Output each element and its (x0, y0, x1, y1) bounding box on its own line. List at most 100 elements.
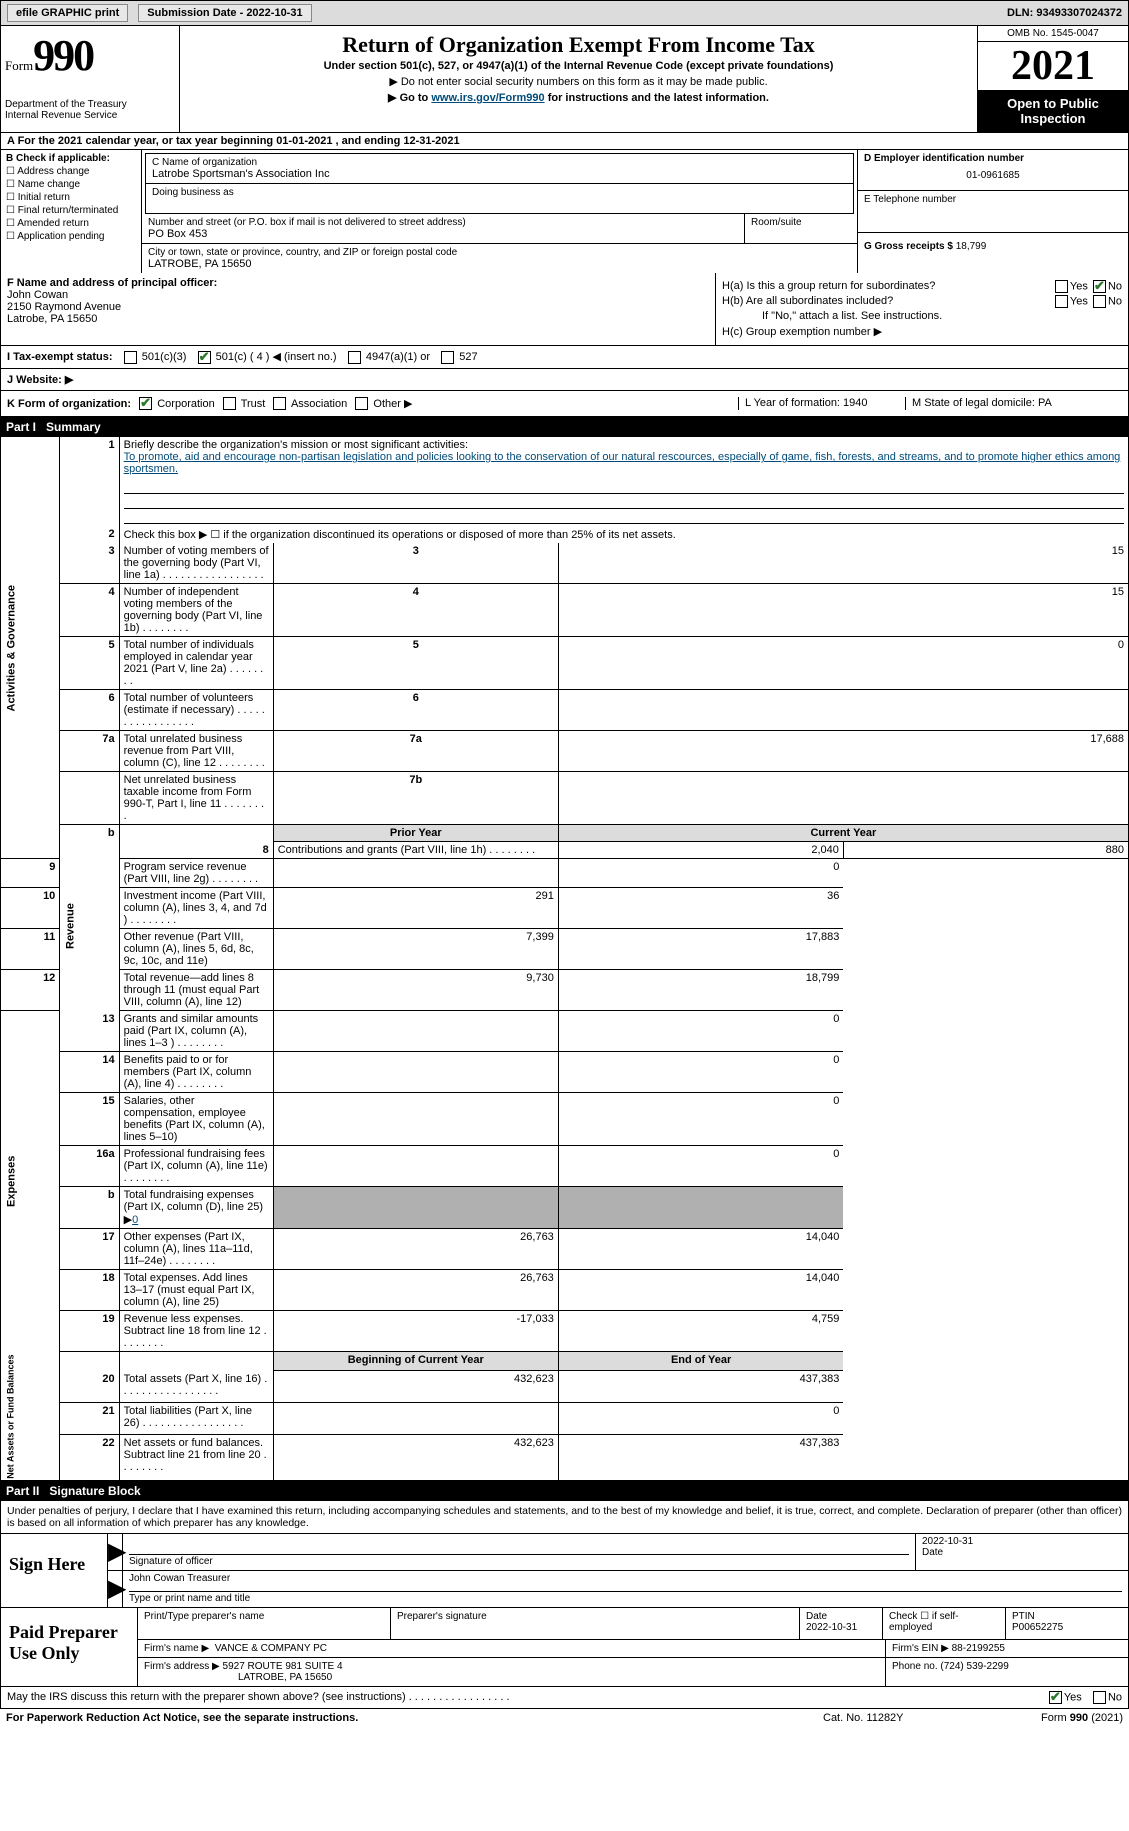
form-number: 990 (33, 31, 93, 80)
line-10-curr: 36 (558, 888, 843, 929)
form-header: Form990 Department of the Treasury Inter… (0, 26, 1129, 133)
chk-application-pending[interactable]: ☐ Application pending (6, 231, 136, 242)
line-8-prior: 2,040 (558, 842, 843, 859)
end-year-hdr: End of Year (558, 1352, 843, 1371)
line-19-desc: Revenue less expenses. Subtract line 18 … (119, 1311, 273, 1352)
ha-no-checkbox[interactable] (1093, 280, 1106, 293)
title-cell: Return of Organization Exempt From Incom… (180, 26, 978, 132)
line-7a-desc: Total unrelated business revenue from Pa… (119, 731, 273, 772)
line-16a-curr: 0 (558, 1146, 843, 1187)
line-9-curr: 0 (558, 859, 843, 888)
submission-date-button[interactable]: Submission Date - 2022-10-31 (138, 4, 311, 22)
form-footer-label: Form 990 (2021) (973, 1712, 1123, 1724)
line-12-prior: 9,730 (273, 970, 558, 1011)
chk-501c3[interactable] (124, 351, 137, 364)
firm-name-cell: Firm's name ▶ VANCE & COMPANY PC (138, 1640, 886, 1657)
chk-final-return[interactable]: ☐ Final return/terminated (6, 205, 136, 216)
ssn-warning: ▶ Do not enter social security numbers o… (188, 75, 969, 88)
line-11-curr: 17,883 (558, 929, 843, 970)
tel-label: E Telephone number (864, 194, 1122, 205)
prep-selfemp-cell[interactable]: Check ☐ if self-employed (883, 1608, 1006, 1639)
prep-name-cell: Print/Type preparer's name (138, 1608, 391, 1639)
line-16a-prior (273, 1146, 558, 1187)
street-value: PO Box 453 (148, 228, 738, 240)
chk-association[interactable] (273, 397, 286, 410)
hb-note: If "No," attach a list. See instructions… (722, 310, 1122, 322)
tax-exempt-label: I Tax-exempt status: (7, 351, 113, 363)
chk-address-change[interactable]: ☐ Address change (6, 166, 136, 177)
chk-name-change[interactable]: ☐ Name change (6, 179, 136, 190)
discuss-yes-checkbox[interactable] (1049, 1691, 1062, 1704)
line-14-desc: Benefits paid to or for members (Part IX… (119, 1052, 273, 1093)
chk-501c[interactable] (198, 351, 211, 364)
chk-4947[interactable] (348, 351, 361, 364)
city-label: City or town, state or province, country… (148, 247, 851, 258)
line-17-prior: 26,763 (273, 1229, 558, 1270)
line-18-prior: 26,763 (273, 1270, 558, 1311)
row-k: K Form of organization: Corporation Trus… (0, 391, 1129, 418)
line-18-desc: Total expenses. Add lines 13–17 (must eq… (119, 1270, 273, 1311)
irs-link[interactable]: www.irs.gov/Form990 (431, 92, 544, 104)
line-14-curr: 0 (558, 1052, 843, 1093)
officer-signature-field[interactable]: Signature of officer (123, 1534, 915, 1570)
line-17-curr: 14,040 (558, 1229, 843, 1270)
hc-label: H(c) Group exemption number ▶ (722, 325, 1122, 338)
tel-row: E Telephone number (858, 191, 1128, 233)
officer-label: F Name and address of principal officer: (7, 277, 217, 289)
top-toolbar: efile GRAPHIC print Submission Date - 20… (0, 0, 1129, 26)
hb-no-checkbox[interactable] (1093, 295, 1106, 308)
efile-print-button[interactable]: efile GRAPHIC print (7, 4, 128, 22)
line-11-desc: Other revenue (Part VIII, column (A), li… (119, 929, 273, 970)
beg-year-hdr: Beginning of Current Year (273, 1352, 558, 1371)
dba-label: Doing business as (152, 187, 847, 198)
chk-corporation[interactable] (139, 397, 152, 410)
chk-trust[interactable] (223, 397, 236, 410)
chk-amended-return[interactable]: ☐ Amended return (6, 218, 136, 229)
line-7b-val (558, 772, 1128, 825)
chk-other[interactable] (355, 397, 368, 410)
column-d-e-g: D Employer identification number 01-0961… (857, 150, 1128, 273)
gross-label: G Gross receipts $ (864, 241, 953, 252)
line-7b-desc: Net unrelated business taxable income fr… (119, 772, 273, 825)
discuss-no-checkbox[interactable] (1093, 1691, 1106, 1704)
current-year-hdr: Current Year (558, 825, 1128, 842)
omb-number: OMB No. 1545-0047 (978, 26, 1128, 42)
line-15-curr: 0 (558, 1093, 843, 1146)
line-22-curr: 437,383 (558, 1435, 843, 1481)
line-5-desc: Total number of individuals employed in … (119, 637, 273, 690)
firm-phone-cell: Phone no. (724) 539-2299 (886, 1658, 1128, 1686)
sig-arrow-2-icon: ▶ (108, 1571, 123, 1607)
column-b: B Check if applicable: ☐ Address change … (1, 150, 142, 273)
chk-527[interactable] (441, 351, 454, 364)
city-row: City or town, state or province, country… (142, 244, 857, 273)
line-3-val: 15 (558, 543, 1128, 584)
line-15-desc: Salaries, other compensation, employee b… (119, 1093, 273, 1146)
part2-num: Part II (6, 1484, 49, 1498)
chk-initial-return[interactable]: ☐ Initial return (6, 192, 136, 203)
line-12-curr: 18,799 (558, 970, 843, 1011)
line-21-desc: Total liabilities (Part X, line 26) (119, 1402, 273, 1434)
column-c: C Name of organization Latrobe Sportsman… (142, 150, 857, 273)
cat-number: Cat. No. 11282Y (823, 1712, 973, 1724)
line-4-desc: Number of independent voting members of … (119, 584, 273, 637)
line-14-prior (273, 1052, 558, 1093)
line-12-desc: Total revenue—add lines 8 through 11 (mu… (119, 970, 273, 1011)
line-3-desc: Number of voting members of the governin… (119, 543, 273, 584)
dln-label: DLN: 93493307024372 (1007, 7, 1122, 19)
ha-label: H(a) Is this a group return for subordin… (722, 280, 935, 292)
form-id-cell: Form990 Department of the Treasury Inter… (1, 26, 180, 132)
irs-label: Internal Revenue Service (5, 110, 175, 121)
hb-label: H(b) Are all subordinates included? (722, 295, 893, 307)
ein-label: D Employer identification number (864, 153, 1122, 164)
goto-pre: ▶ Go to (388, 92, 431, 104)
part1-num: Part I (6, 420, 46, 434)
line-19-prior: -17,033 (273, 1311, 558, 1352)
line-9-prior (273, 859, 558, 888)
ha-yes-checkbox[interactable] (1055, 280, 1068, 293)
form-word: Form (5, 58, 33, 73)
h-a-line: H(a) Is this a group return for subordin… (722, 280, 1122, 292)
hb-yes-checkbox[interactable] (1055, 295, 1068, 308)
line-13-curr: 0 (558, 1011, 843, 1052)
principal-officer: F Name and address of principal officer:… (1, 273, 716, 345)
prep-sig-cell[interactable]: Preparer's signature (391, 1608, 800, 1639)
